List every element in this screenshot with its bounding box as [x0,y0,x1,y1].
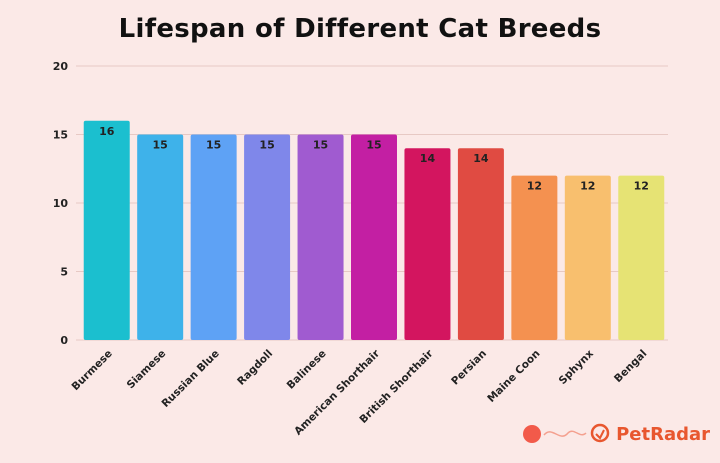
bar-value-label: 16 [99,125,115,138]
x-tick-label: Persian [449,348,489,388]
x-tick-label: Bengal [612,348,649,385]
bars [83,120,665,340]
bar [404,148,451,340]
bar-value-label: 15 [259,139,274,152]
x-tick-label: Siamese [125,348,169,392]
bar [190,134,237,340]
y-axis: 0 5 10 15 20 [53,60,69,347]
x-tick-label: American Shorthair [292,347,383,438]
y-tick-label: 20 [53,60,69,73]
bar-value-label: 15 [206,139,221,152]
bar [618,175,665,340]
brand-logo: PetRadar [520,421,710,447]
bar-value-label: 14 [420,152,436,165]
bar-value-label: 12 [580,180,595,193]
x-tick-label: Burmese [70,348,115,393]
bar [137,134,184,340]
bar [83,120,130,340]
x-tick-label: Russian Blue [159,348,221,410]
bar [457,148,504,340]
bar [297,134,344,340]
bar-value-label: 15 [366,139,381,152]
bar-value-label: 12 [634,180,649,193]
bar-value-labels: 16 15 15 15 15 15 14 14 12 12 12 [99,125,649,193]
bar-value-label: 12 [527,180,542,193]
bar [511,175,558,340]
y-tick-label: 5 [60,266,68,279]
bar [351,134,397,340]
y-tick-label: 0 [60,334,68,347]
y-tick-label: 15 [53,129,68,142]
chart-title: Lifespan of Different Cat Breeds [118,14,602,44]
x-tick-label: Ragdoll [235,348,275,388]
brand-name: PetRadar [616,423,710,445]
y-tick-label: 10 [53,197,69,210]
bar-value-label: 15 [153,139,168,152]
x-tick-label: Balinese [285,348,329,392]
x-tick-label: Maine Coon [485,348,542,405]
x-tick-label: Sphynx [557,347,597,387]
bar [244,134,291,340]
bar-value-label: 15 [313,139,328,152]
bar-value-label: 14 [473,152,489,165]
bar [564,175,611,340]
brand-decoration-icon [523,423,610,443]
